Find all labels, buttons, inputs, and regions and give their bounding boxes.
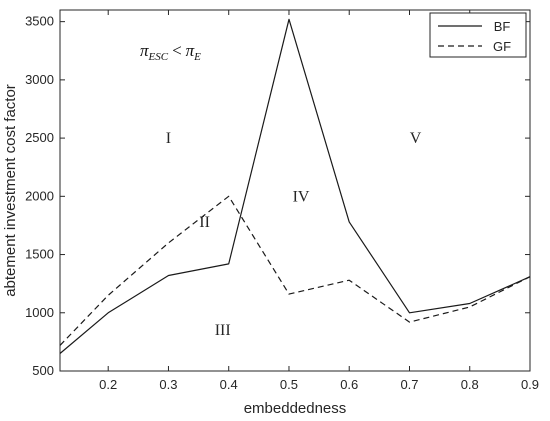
region-label-ii: II [199,214,210,231]
region-label-i: I [166,130,171,147]
pi-symbol: π [140,41,149,60]
x-tick-label: 0.4 [220,377,238,392]
x-tick-label: 0.5 [280,377,298,392]
x-tick-label: 0.3 [159,377,177,392]
x-axis-label: embeddedness [244,400,347,417]
y-tick-label: 2000 [25,188,54,203]
y-tick-label: 1000 [25,305,54,320]
y-axis: 500 1000 1500 2000 2500 3000 3500 [25,14,530,378]
pi-symbol-2: π [186,41,195,60]
x-tick-label: 0.7 [400,377,418,392]
subscript-e: E [193,51,201,63]
legend-label-gf: GF [493,39,511,54]
condition-annotation: πESC < πE [140,41,201,63]
x-tick-label: 0.9 [521,377,539,392]
series-line-bf [59,18,531,354]
x-axis: 0.2 0.3 0.4 0.5 0.6 0.7 0.8 0.9 [99,10,539,392]
region-label-iv: IV [293,188,310,205]
x-tick-label: 0.2 [99,377,117,392]
region-label-iii: III [215,322,231,339]
y-tick-label: 500 [32,363,54,378]
y-tick-label: 1500 [25,247,54,262]
series-layer [59,18,531,354]
x-tick-label: 0.6 [340,377,358,392]
y-tick-label: 3500 [25,14,54,29]
subscript-esc: ESC [148,51,169,63]
region-label-v: V [410,130,422,147]
y-axis-label: abtement investment cost factor [2,84,19,297]
legend: BF GF [429,12,527,58]
y-tick-label: 3000 [25,72,54,87]
legend-box [429,12,527,58]
series-line-gf [59,195,531,346]
plot-area [59,9,531,372]
less-than: < [171,41,182,60]
y-tick-label: 2500 [25,130,54,145]
x-tick-label: 0.8 [461,377,479,392]
legend-label-bf: BF [494,19,511,34]
